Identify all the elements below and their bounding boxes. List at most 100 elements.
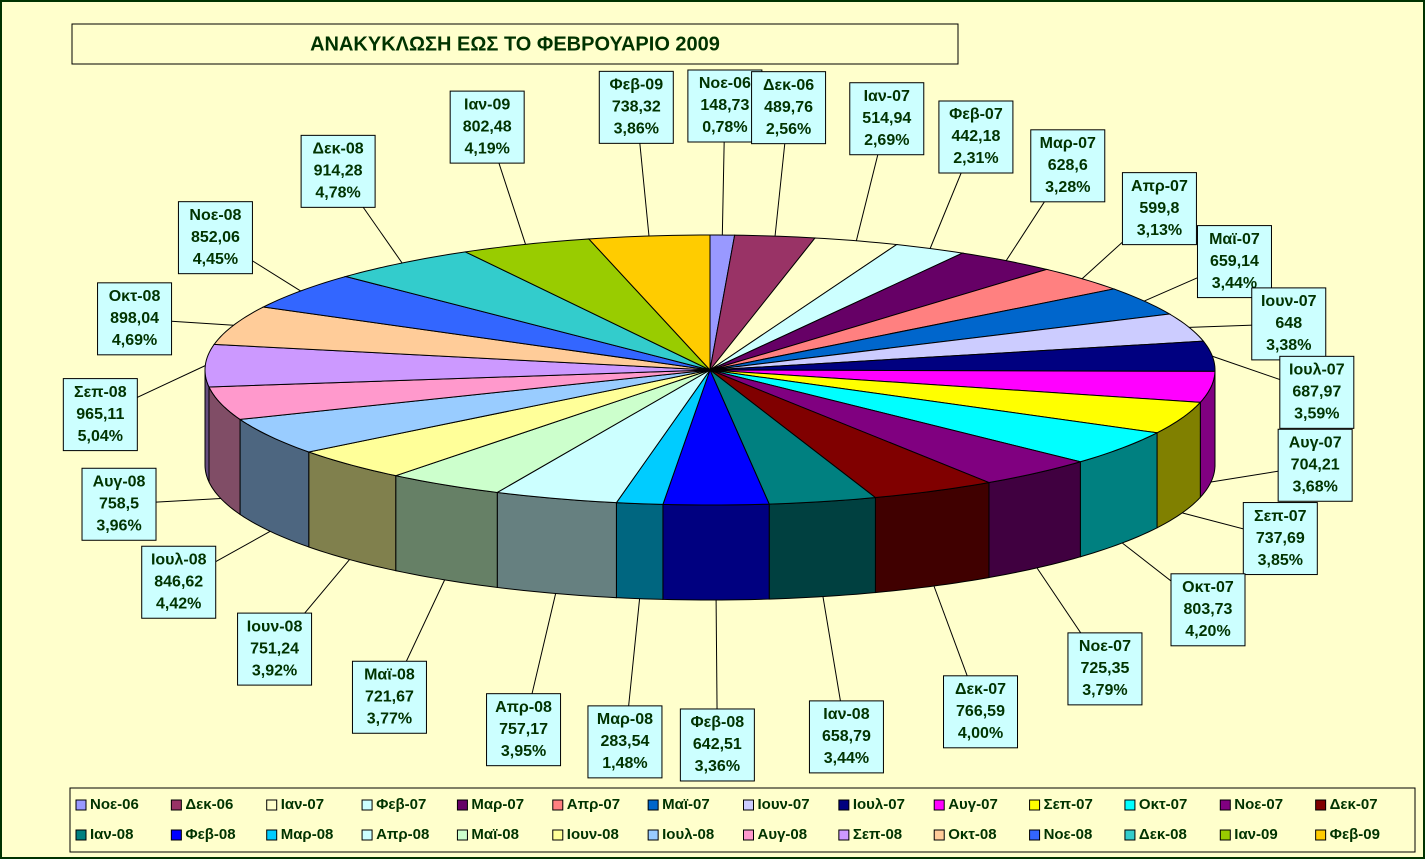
legend-label: Σεπ-08 <box>853 826 902 843</box>
data-label: 4,19% <box>464 140 509 157</box>
data-label: 758,5 <box>99 495 139 512</box>
legend-label: Ιαν-07 <box>281 796 324 813</box>
legend-swatch <box>1125 800 1135 810</box>
data-label: 803,73 <box>1184 601 1233 618</box>
data-label: 642,51 <box>693 736 742 753</box>
data-label: Ιουλ-08 <box>151 551 207 568</box>
legend-label: Μαϊ-08 <box>471 826 519 843</box>
legend-label: Δεκ-06 <box>185 796 233 813</box>
legend-swatch <box>76 800 86 810</box>
data-label: 751,24 <box>250 640 299 657</box>
data-label: 737,69 <box>1256 530 1305 547</box>
data-label: 489,76 <box>764 99 813 116</box>
legend-swatch <box>839 830 849 840</box>
data-label: 3,96% <box>96 517 141 534</box>
legend-label: Σεπ-07 <box>1044 796 1093 813</box>
data-label: 514,94 <box>862 110 911 127</box>
legend-label: Ιαν-08 <box>90 826 133 843</box>
data-label: 2,31% <box>953 150 998 167</box>
legend-label: Νοε-08 <box>1044 826 1093 843</box>
data-label: 4,69% <box>112 332 157 349</box>
data-label: 599,8 <box>1139 200 1179 217</box>
data-label: 965,11 <box>76 406 124 423</box>
legend-label: Οκτ-08 <box>948 826 996 843</box>
legend-label: Δεκ-07 <box>1330 796 1378 813</box>
legend-label: Οκτ-07 <box>1139 796 1187 813</box>
data-label: Ιαν-07 <box>864 88 910 105</box>
data-label: 658,79 <box>822 728 871 745</box>
data-label: 3,36% <box>695 758 740 775</box>
data-label: Μαϊ-08 <box>364 666 415 683</box>
legend-swatch <box>171 800 181 810</box>
legend-label: Αυγ-07 <box>948 796 998 813</box>
data-label: Αυγ-08 <box>93 473 146 490</box>
data-label: 704,21 <box>1291 456 1340 473</box>
data-label: Οκτ-08 <box>109 288 161 305</box>
legend-swatch <box>648 800 658 810</box>
data-label: 3,77% <box>367 710 412 727</box>
data-label: 738,32 <box>612 99 661 116</box>
legend-label: Ιουν-07 <box>758 796 810 813</box>
data-label: Ιαν-09 <box>464 96 510 113</box>
data-label: 3,95% <box>501 743 546 760</box>
data-label: 628,6 <box>1048 157 1088 174</box>
legend-label: Ιαν-09 <box>1234 826 1277 843</box>
legend-swatch <box>934 800 944 810</box>
data-label: 846,62 <box>154 573 203 590</box>
legend-swatch <box>1030 830 1040 840</box>
data-label: 4,20% <box>1185 623 1230 640</box>
data-label: Σεπ-07 <box>1254 508 1307 525</box>
data-label: 4,78% <box>315 185 360 202</box>
data-label: Ιαν-08 <box>823 706 869 723</box>
data-label: Απρ-07 <box>1131 178 1188 195</box>
data-label: Νοε-08 <box>189 207 241 224</box>
data-label: Φεβ-09 <box>609 77 663 94</box>
data-label: 3,44% <box>1212 275 1257 292</box>
legend-swatch <box>362 830 372 840</box>
data-label: Δεκ-08 <box>313 141 364 158</box>
legend-swatch <box>267 800 277 810</box>
data-label: Ιουλ-07 <box>1289 362 1345 379</box>
data-label: 766,59 <box>956 703 1005 720</box>
data-label: 3,13% <box>1137 222 1182 239</box>
legend-label: Δεκ-08 <box>1139 826 1187 843</box>
slice-side <box>616 503 663 600</box>
data-label: 3,85% <box>1258 552 1303 569</box>
data-label: 442,18 <box>951 128 1000 145</box>
data-label: Ιουν-08 <box>247 618 303 635</box>
data-label: 4,00% <box>958 725 1003 742</box>
data-label: Νοε-06 <box>699 75 751 92</box>
data-label: Φεβ-07 <box>949 106 1003 123</box>
data-label: 0,78% <box>702 119 747 136</box>
data-label: Ιουν-07 <box>1261 293 1317 310</box>
legend-swatch <box>553 830 563 840</box>
data-label: 3,86% <box>614 121 659 138</box>
data-label: Σεπ-08 <box>74 384 127 401</box>
slice-side <box>875 483 989 593</box>
data-label: 2,56% <box>766 121 811 138</box>
data-label: 802,48 <box>463 118 512 135</box>
legend-label: Φεβ-08 <box>185 826 235 843</box>
legend-label: Μαϊ-07 <box>662 796 710 813</box>
data-label: 1,48% <box>602 755 647 772</box>
data-label: Φεβ-08 <box>691 714 745 731</box>
legend-swatch <box>267 830 277 840</box>
legend-label: Ιουλ-08 <box>662 826 714 843</box>
data-label: Απρ-08 <box>495 699 552 716</box>
legend-swatch <box>1316 800 1326 810</box>
data-label: Δεκ-06 <box>763 77 814 94</box>
legend-swatch <box>457 830 467 840</box>
legend-swatch <box>1316 830 1326 840</box>
data-label: 4,45% <box>193 251 238 268</box>
data-label: 659,14 <box>1210 253 1259 270</box>
data-label: 148,73 <box>700 97 749 114</box>
legend-swatch <box>934 830 944 840</box>
data-label: 3,59% <box>1294 406 1339 423</box>
data-label: Δεκ-07 <box>955 681 1006 698</box>
slice-side <box>396 476 498 588</box>
data-label: 687,97 <box>1292 384 1341 401</box>
data-label: 852,06 <box>191 229 240 246</box>
data-label: 3,68% <box>1292 478 1337 495</box>
data-label: 3,28% <box>1045 179 1090 196</box>
